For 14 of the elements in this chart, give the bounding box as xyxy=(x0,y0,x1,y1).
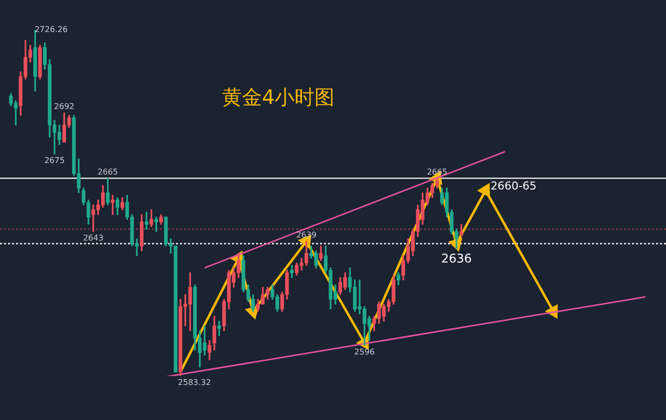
annotation: 2596 xyxy=(354,347,375,356)
annotation: 2665 xyxy=(98,167,118,176)
candlestick xyxy=(144,212,148,230)
annotation: 2665 xyxy=(426,167,448,176)
annotation: 2639 xyxy=(296,230,317,240)
annotation: 2636 xyxy=(441,252,472,266)
text: 2583.32 xyxy=(178,378,211,388)
annotation: 2726.26 xyxy=(34,25,68,34)
annotation: 2643 xyxy=(83,234,104,243)
annotation: 2660-65 xyxy=(490,180,537,193)
point xyxy=(478,184,490,197)
annotation: 2675 xyxy=(44,156,65,166)
text: 黄金4小时图 xyxy=(222,84,335,111)
annotation: 2692 xyxy=(54,102,74,112)
